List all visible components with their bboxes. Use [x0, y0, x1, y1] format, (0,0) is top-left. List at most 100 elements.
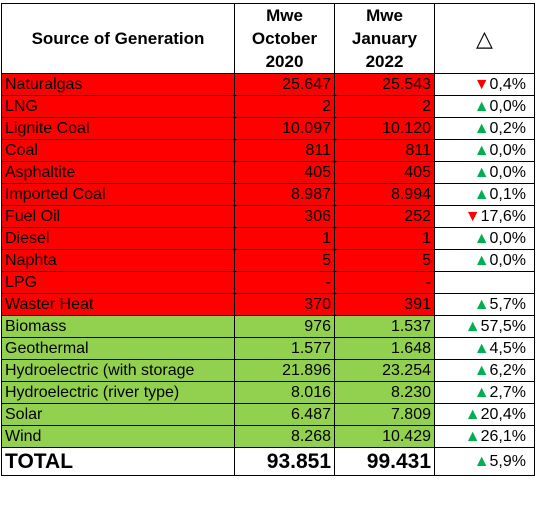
change-cell: [434, 271, 535, 294]
change-value: 0,4%: [489, 76, 526, 93]
total-change: 5,9%: [489, 453, 526, 470]
change-cell: ▼17,6%: [434, 205, 535, 228]
jan2022-header-unit: Mwe: [366, 6, 403, 25]
jan2022-value: 7.809: [334, 403, 435, 426]
source-name: LPG: [1, 271, 235, 294]
change-value: 5,7%: [489, 296, 526, 313]
change-value: 0,0%: [489, 98, 526, 115]
oct2020-value: 405: [234, 161, 335, 184]
change-arrow-icon: ▲: [464, 318, 481, 335]
table-row: Hydroelectric (river type) 8.016 8.230 ▲2,7…: [1, 381, 535, 404]
source-name: Hydroelectric (river type): [1, 381, 235, 404]
change-value: 17,6%: [480, 208, 526, 225]
jan2022-value: 10.120: [334, 117, 435, 140]
source-name: Wind: [1, 425, 235, 448]
table-row: Asphaltite 405 405 ▲0,0%: [1, 161, 535, 184]
source-name: Diesel: [1, 227, 235, 250]
jan2022-value: 10.429: [334, 425, 435, 448]
oct2020-value: 8.987: [234, 183, 335, 206]
change-cell: ▲5,7%: [434, 293, 535, 316]
change-arrow-icon: ▲: [473, 453, 490, 470]
change-arrow-icon: ▼: [464, 208, 481, 225]
oct2020-value: 1.577: [234, 337, 335, 360]
oct2020-value: 6.487: [234, 403, 335, 426]
table-row: Diesel 1 1 ▲0,0%: [1, 227, 535, 250]
source-name: Solar: [1, 403, 235, 426]
change-cell: ▲0,1%: [434, 183, 535, 206]
jan2022-value: 1.537: [334, 315, 435, 338]
source-name: Geothermal: [1, 337, 235, 360]
change-value: 0,0%: [489, 252, 526, 269]
table-row: LPG - -: [1, 271, 535, 294]
jan2022-value: 811: [334, 139, 435, 162]
change-arrow-icon: ▲: [473, 340, 490, 357]
table-row: Wind 8.268 10.429 ▲26,1%: [1, 425, 535, 448]
change-arrow-icon: ▼: [473, 76, 490, 93]
total-oct2020: 93.851: [234, 447, 335, 476]
change-cell: ▲0,0%: [434, 139, 535, 162]
change-arrow-icon: ▲: [473, 230, 490, 247]
change-value: 4,5%: [489, 340, 526, 357]
generation-table: Source of Generation Mwe October 2020 Mw…: [1, 3, 535, 476]
change-cell: ▲20,4%: [434, 403, 535, 426]
jan2022-value: 391: [334, 293, 435, 316]
jan2022-value: 1.648: [334, 337, 435, 360]
oct2020-value: 2: [234, 95, 335, 118]
table-row: Solar 6.487 7.809 ▲20,4%: [1, 403, 535, 426]
total-label: TOTAL: [1, 447, 235, 476]
change-arrow-icon: ▲: [473, 186, 490, 203]
oct2020-value: 811: [234, 139, 335, 162]
table-row: Geothermal 1.577 1.648 ▲4,5%: [1, 337, 535, 360]
total-row: TOTAL 93.851 99.431 ▲5,9%: [1, 447, 535, 476]
table-row: Lignite Coal 10.097 10.120 ▲0,2%: [1, 117, 535, 140]
jan2022-value: 8.230: [334, 381, 435, 404]
change-value: 0,1%: [489, 186, 526, 203]
change-cell: ▲0,0%: [434, 161, 535, 184]
oct2020-value: 21.896: [234, 359, 335, 382]
change-value: 0,0%: [489, 230, 526, 247]
delta-header: △: [434, 3, 535, 74]
total-jan2022: 99.431: [334, 447, 435, 476]
change-value: 57,5%: [480, 318, 526, 335]
source-name: Hydroelectric (with storage: [1, 359, 235, 382]
oct2020-value: 976: [234, 315, 335, 338]
change-value: 6,2%: [489, 362, 526, 379]
jan2022-header-year: 2022: [365, 52, 404, 71]
table-row: Coal 811 811 ▲0,0%: [1, 139, 535, 162]
oct2020-value: 5: [234, 249, 335, 272]
change-cell: ▲0,2%: [434, 117, 535, 140]
oct2020-header-year: 2020: [265, 52, 304, 71]
change-value: 26,1%: [480, 428, 526, 445]
change-arrow-icon: ▲: [473, 120, 490, 137]
jan2022-value: 405: [334, 161, 435, 184]
source-name: Lignite Coal: [1, 117, 235, 140]
change-value: 20,4%: [480, 406, 526, 423]
jan2022-value: 2: [334, 95, 435, 118]
jan2022-value: 23.254: [334, 359, 435, 382]
jan2022-value: 252: [334, 205, 435, 228]
oct2020-value: 306: [234, 205, 335, 228]
source-name: LNG: [1, 95, 235, 118]
change-cell: ▲4,5%: [434, 337, 535, 360]
source-name: Biomass: [1, 315, 235, 338]
jan2022-value: 5: [334, 249, 435, 272]
oct2020-value: 25.647: [234, 73, 335, 96]
jan2022-header-month: January: [351, 29, 418, 48]
header-row: Source of Generation Mwe October 2020 Mw…: [1, 3, 535, 74]
jan2022-value: 25.543: [334, 73, 435, 96]
change-value: 2,7%: [489, 384, 526, 401]
change-arrow-icon: ▲: [473, 164, 490, 181]
change-arrow-icon: ▲: [473, 362, 490, 379]
source-name: Fuel Oil: [1, 205, 235, 228]
oct2020-value: 1: [234, 227, 335, 250]
change-arrow-icon: ▲: [473, 252, 490, 269]
oct2020-value: -: [234, 271, 335, 294]
table-row: LNG 2 2 ▲0,0%: [1, 95, 535, 118]
table-row: Biomass 976 1.537 ▲57,5%: [1, 315, 535, 338]
table-row: Hydroelectric (with storage 21.896 23.254 ▲…: [1, 359, 535, 382]
change-cell: ▲0,0%: [434, 249, 535, 272]
oct2020-header-month: October: [251, 29, 318, 48]
table-row: Waster Heat 370 391 ▲5,7%: [1, 293, 535, 316]
oct2020-header-unit: Mwe: [266, 6, 303, 25]
change-arrow-icon: ▲: [464, 406, 481, 423]
